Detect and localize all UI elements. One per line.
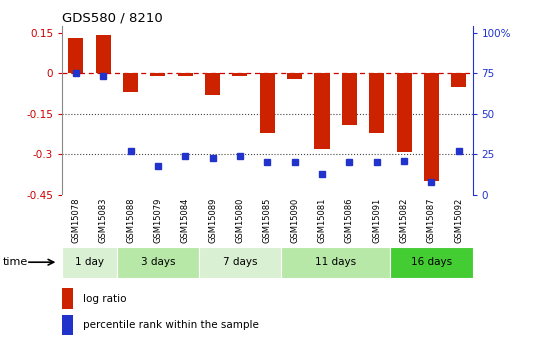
Text: time: time — [3, 257, 28, 267]
Text: 11 days: 11 days — [315, 257, 356, 267]
Text: GSM15083: GSM15083 — [99, 197, 107, 243]
Bar — [117, 247, 199, 278]
Text: GSM15079: GSM15079 — [153, 197, 163, 243]
Bar — [396, 73, 411, 152]
Bar — [260, 73, 275, 133]
Bar — [424, 73, 439, 181]
Text: 7 days: 7 days — [222, 257, 257, 267]
Text: GSM15092: GSM15092 — [454, 197, 463, 243]
Text: GSM15087: GSM15087 — [427, 197, 436, 243]
Bar — [369, 73, 384, 133]
Text: GSM15086: GSM15086 — [345, 197, 354, 243]
Bar — [150, 73, 165, 76]
Bar — [96, 35, 111, 73]
Bar — [232, 73, 247, 76]
Bar — [342, 73, 357, 125]
Text: GSM15091: GSM15091 — [372, 197, 381, 243]
Text: GSM15080: GSM15080 — [235, 197, 245, 243]
Bar — [178, 73, 193, 76]
Bar — [62, 288, 73, 309]
Bar — [199, 247, 281, 278]
Text: GSM15081: GSM15081 — [318, 197, 327, 243]
Text: 3 days: 3 days — [140, 257, 175, 267]
Text: GSM15082: GSM15082 — [400, 197, 409, 243]
Bar — [62, 315, 73, 335]
Bar — [123, 73, 138, 92]
Text: GSM15084: GSM15084 — [181, 197, 190, 243]
Text: GDS580 / 8210: GDS580 / 8210 — [62, 12, 163, 25]
Text: percentile rank within the sample: percentile rank within the sample — [84, 320, 259, 330]
Text: GSM15088: GSM15088 — [126, 197, 135, 243]
Text: log ratio: log ratio — [84, 294, 127, 304]
Bar — [281, 247, 390, 278]
Text: GSM15085: GSM15085 — [263, 197, 272, 243]
Bar — [390, 247, 472, 278]
Bar — [451, 73, 467, 87]
Bar — [68, 38, 83, 73]
Text: GSM15089: GSM15089 — [208, 197, 217, 243]
Text: 16 days: 16 days — [411, 257, 452, 267]
Bar — [287, 73, 302, 79]
Text: GSM15078: GSM15078 — [71, 197, 80, 243]
Bar — [314, 73, 329, 149]
Bar — [62, 247, 117, 278]
Text: GSM15090: GSM15090 — [290, 197, 299, 243]
Bar — [205, 73, 220, 95]
Text: 1 day: 1 day — [75, 257, 104, 267]
